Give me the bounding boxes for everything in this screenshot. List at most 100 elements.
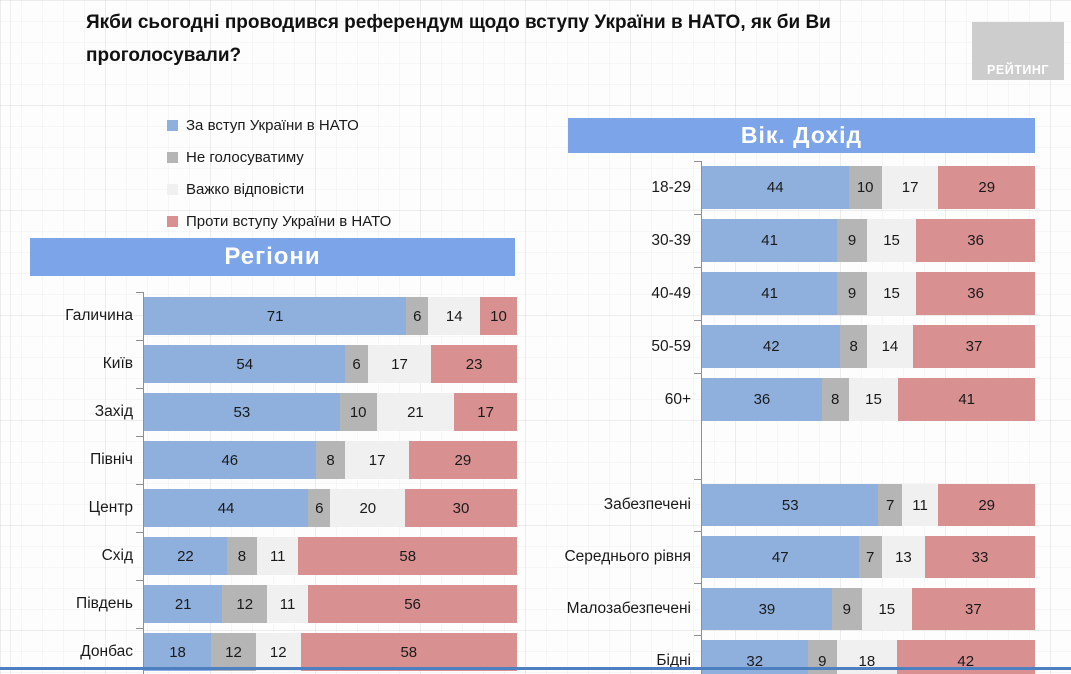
table-row: Донбас 18 12 12 58 <box>30 628 517 674</box>
bar-segment-wont-vote: 8 <box>821 378 849 421</box>
bar-segment-for-nato: 39 <box>702 588 832 630</box>
table-row: 50-59 42 8 14 37 <box>556 320 1035 373</box>
bar-track: 18 12 12 58 <box>136 628 517 674</box>
bar-segment-hard-to-say: 15 <box>866 219 917 262</box>
left-edge-divider <box>10 0 11 674</box>
category-label: Північ <box>90 451 133 468</box>
bar-segment-wont-vote: 12 <box>211 633 256 671</box>
bar-segment-hard-to-say: 15 <box>866 272 917 315</box>
bar-track: 41 9 15 36 <box>694 214 1035 267</box>
bar-segment-for-nato: 47 <box>702 536 859 578</box>
table-row: Забезпечені 53 7 11 29 <box>556 479 1035 531</box>
bar-segment-hard-to-say: 11 <box>901 484 939 526</box>
bar-segment-against-nato: 30 <box>405 489 517 527</box>
category-label: Південь <box>76 595 133 612</box>
chart-group-spacer <box>701 426 1035 479</box>
table-row: Галичина 71 6 14 10 <box>30 292 517 340</box>
bar-segment-wont-vote: 12 <box>222 585 268 623</box>
bar-segment-for-nato: 54 <box>144 345 346 383</box>
bar-segment-hard-to-say: 17 <box>881 166 939 209</box>
category-label: Донбас <box>80 643 133 660</box>
chart-regions-body: Галичина 71 6 14 10 Київ 54 6 17 23 Захід 53 10 21 17 П… <box>30 292 517 674</box>
bar-segment-for-nato: 44 <box>702 166 849 209</box>
bar-segment-hard-to-say: 11 <box>267 585 309 623</box>
bar-segment-hard-to-say: 15 <box>861 588 912 630</box>
chart-regions-header: Регіони <box>30 238 515 276</box>
legend-item-against-nato: Проти вступу України в НАТО <box>167 205 391 237</box>
bar-track: 47 7 13 33 <box>694 531 1035 583</box>
bar-segment-wont-vote: 9 <box>837 272 867 315</box>
table-row: 30-39 41 9 15 36 <box>556 214 1035 267</box>
bar-segment-wont-vote: 10 <box>339 393 377 431</box>
chart-age-income: Вік. Дохід 18-29 44 10 17 29 30-39 41 9 15 36 40-4… <box>556 118 1035 674</box>
bar-segment-wont-vote: 9 <box>837 219 867 262</box>
bar-segment-against-nato: 33 <box>925 536 1035 578</box>
bar-segment-for-nato: 42 <box>702 325 841 368</box>
table-row: Захід 53 10 21 17 <box>30 388 517 436</box>
table-row: Південь 21 12 11 56 <box>30 580 517 628</box>
chart-regions: Регіони Галичина 71 6 14 10 Київ 54 6 17 23 Захід 5… <box>30 238 517 674</box>
legend-item-hard-to-say: Важко відповісти <box>167 173 391 205</box>
bar-segment-for-nato: 18 <box>144 633 212 671</box>
bar-segment-against-nato: 29 <box>408 441 517 479</box>
category-label: 18-29 <box>651 178 691 196</box>
legend-swatch-for-nato <box>167 119 178 131</box>
bar-segment-wont-vote: 7 <box>878 484 902 526</box>
table-row: Середнього рівня 47 7 13 33 <box>556 531 1035 583</box>
table-row: 60+ 36 8 15 41 <box>556 373 1035 426</box>
bar-segment-against-nato: 29 <box>938 166 1035 209</box>
bar-segment-wont-vote: 8 <box>840 325 867 368</box>
chart-age-income-body: 18-29 44 10 17 29 30-39 41 9 15 36 40-49 41 9 15 36 50-… <box>556 161 1035 674</box>
bar-track: 53 7 11 29 <box>694 479 1035 531</box>
bar-track: 39 9 15 37 <box>694 583 1035 635</box>
bar-segment-against-nato: 58 <box>298 537 517 575</box>
bar-segment-wont-vote: 7 <box>858 536 882 578</box>
bar-track: 44 6 20 30 <box>136 484 517 532</box>
bar-track: 71 6 14 10 <box>136 292 517 340</box>
legend-swatch-wont-vote <box>167 151 178 163</box>
bar-segment-for-nato: 71 <box>144 297 407 335</box>
bar-segment-for-nato: 44 <box>144 489 309 527</box>
legend-item-wont-vote: Не голосуватиму <box>167 141 391 173</box>
table-row: Схід 22 8 11 58 <box>30 532 517 580</box>
bar-segment-hard-to-say: 14 <box>428 297 481 335</box>
bar-segment-hard-to-say: 17 <box>345 441 409 479</box>
bar-segment-against-nato: 41 <box>898 378 1035 421</box>
bar-track: 42 8 14 37 <box>694 320 1035 373</box>
legend-label: Проти вступу України в НАТО <box>186 212 392 230</box>
chart-row-group: 18-29 44 10 17 29 30-39 41 9 15 36 40-49 41 9 15 36 50-… <box>556 161 1035 426</box>
table-row: 40-49 41 9 15 36 <box>556 267 1035 320</box>
bar-segment-for-nato: 22 <box>144 537 227 575</box>
legend-label: Не голосуватиму <box>186 148 304 166</box>
legend-label: Важко відповісти <box>186 180 305 198</box>
bar-track: 53 10 21 17 <box>136 388 517 436</box>
rating-logo-text: РЕЙТИНГ <box>987 63 1049 77</box>
bar-segment-wont-vote: 6 <box>345 345 368 383</box>
table-row: Малозабезпечені 39 9 15 37 <box>556 583 1035 635</box>
category-label: Київ <box>102 355 133 372</box>
bottom-divider-line <box>0 667 1071 670</box>
bar-segment-wont-vote: 6 <box>406 297 429 335</box>
bar-segment-for-nato: 21 <box>144 585 223 623</box>
bar-track: 21 12 11 56 <box>136 580 517 628</box>
table-row: Київ 54 6 17 23 <box>30 340 517 388</box>
bar-segment-against-nato: 37 <box>913 325 1035 368</box>
legend-swatch-against-nato <box>167 215 178 227</box>
slide-title: Якби сьогодні проводився референдум щодо… <box>86 12 831 66</box>
bar-segment-hard-to-say: 17 <box>367 345 432 383</box>
bar-segment-hard-to-say: 14 <box>866 325 913 368</box>
bar-track: 46 8 17 29 <box>136 436 517 484</box>
category-label: Малозабезпечені <box>566 600 691 617</box>
bar-segment-wont-vote: 6 <box>308 489 331 527</box>
bar-track: 54 6 17 23 <box>136 340 517 388</box>
category-label: 50-59 <box>651 337 691 355</box>
category-label: 60+ <box>664 390 691 408</box>
bar-segment-hard-to-say: 15 <box>848 378 899 421</box>
chart-age-income-header: Вік. Дохід <box>568 118 1035 153</box>
category-label: Галичина <box>65 307 133 324</box>
bar-segment-hard-to-say: 12 <box>255 633 301 671</box>
category-label: Захід <box>94 403 133 420</box>
category-label: Бідні <box>656 652 691 669</box>
bar-track: 41 9 15 36 <box>694 267 1035 320</box>
bar-segment-for-nato: 46 <box>144 441 316 479</box>
